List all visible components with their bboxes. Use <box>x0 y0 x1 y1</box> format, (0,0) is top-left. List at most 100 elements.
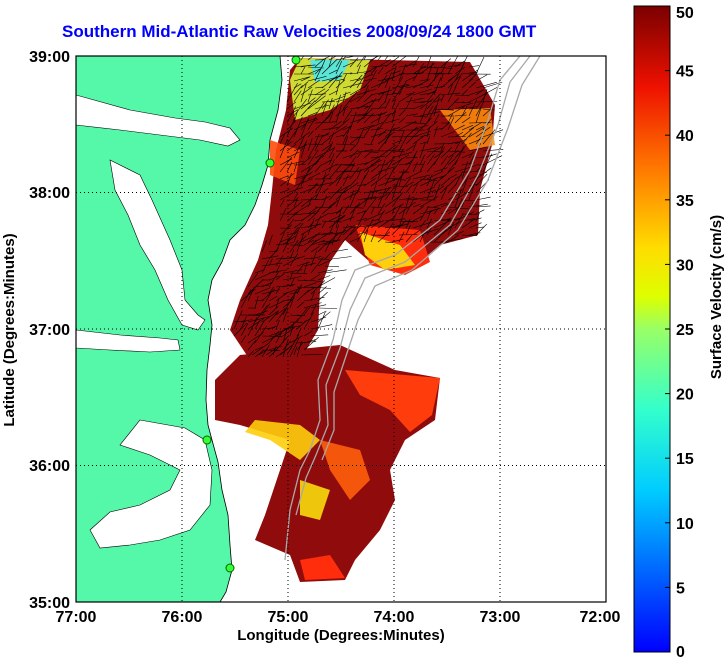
velocity-vector <box>300 117 309 138</box>
velocity-vector <box>314 233 329 243</box>
velocity-vector <box>475 173 488 187</box>
velocity-vector <box>314 86 324 89</box>
velocity-vector <box>300 167 311 187</box>
velocity-vector <box>342 91 358 110</box>
velocity-vector <box>384 186 391 194</box>
velocity-vector <box>356 196 377 201</box>
velocity-vector <box>454 231 464 236</box>
velocity-vector <box>468 222 482 229</box>
velocity-vector <box>328 186 343 201</box>
velocity-vector <box>370 159 382 166</box>
velocity-vector <box>363 80 371 89</box>
velocity-vector <box>321 220 343 223</box>
velocity-vector <box>454 149 463 159</box>
velocity-vector <box>363 105 372 110</box>
velocity-vector <box>282 256 297 260</box>
velocity-vector <box>307 89 313 103</box>
velocity-vector <box>405 200 414 215</box>
velocity-vector <box>461 127 474 138</box>
velocity-vector <box>310 240 326 246</box>
velocity-vector <box>349 178 357 187</box>
velocity-vector <box>321 132 330 138</box>
x-tick-label: 72:00 <box>580 609 621 626</box>
velocity-vector <box>384 56 389 61</box>
velocity-vector <box>296 301 304 309</box>
velocity-vector <box>426 93 441 110</box>
velocity-vector <box>254 310 268 316</box>
velocity-vector <box>391 206 396 215</box>
velocity-vector <box>447 234 460 243</box>
velocity-vector <box>328 159 335 173</box>
velocity-vector <box>447 75 460 89</box>
velocity-vector <box>419 141 428 145</box>
velocity-vector <box>461 116 471 124</box>
velocity-vector <box>247 286 255 302</box>
velocity-vector <box>412 183 418 194</box>
velocity-vector <box>454 145 465 166</box>
velocity-vector <box>240 335 247 344</box>
velocity-vector <box>426 210 431 222</box>
velocity-vector <box>307 68 321 75</box>
velocity-vector <box>440 166 455 180</box>
velocity-vector <box>275 297 280 309</box>
velocity-vector <box>454 174 463 180</box>
velocity-vector <box>440 94 445 103</box>
velocity-vector <box>356 64 361 75</box>
y-tick-label: 35:00 <box>29 595 70 612</box>
velocity-vector <box>447 64 461 68</box>
velocity-vector <box>461 132 472 145</box>
velocity-vector <box>342 174 349 187</box>
velocity-vector <box>447 218 460 222</box>
velocity-vector <box>454 73 463 89</box>
velocity-vector <box>261 349 280 351</box>
velocity-vector <box>321 137 331 145</box>
velocity-vector <box>314 147 335 159</box>
velocity-vector <box>468 151 475 159</box>
velocity-vector <box>303 306 311 316</box>
velocity-vector <box>321 202 336 215</box>
velocity-vector <box>317 269 333 274</box>
velocity-vector <box>426 126 431 138</box>
velocity-vector <box>391 179 399 201</box>
velocity-vector <box>279 133 286 145</box>
velocity-vector <box>384 177 402 180</box>
velocity-vector <box>342 91 351 96</box>
velocity-vector <box>342 226 352 236</box>
velocity-vector <box>426 88 437 103</box>
velocity-vector <box>384 98 391 110</box>
velocity-vector <box>370 128 384 131</box>
velocity-vector <box>426 150 443 153</box>
velocity-vector <box>405 159 413 166</box>
velocity-vector <box>363 122 383 131</box>
velocity-vector <box>363 151 372 159</box>
velocity-vector <box>482 153 492 173</box>
velocity-vector <box>261 262 283 267</box>
velocity-vector <box>300 84 307 103</box>
velocity-vector <box>321 99 329 110</box>
velocity-vector <box>398 231 405 243</box>
velocity-vector <box>289 317 299 330</box>
velocity-vector <box>419 206 429 222</box>
colorbar-tick-label: 30 <box>676 257 694 274</box>
velocity-vector <box>405 113 418 117</box>
velocity-vector <box>433 229 447 243</box>
velocity-vector <box>328 120 342 131</box>
velocity-vector <box>279 199 285 208</box>
velocity-vector <box>405 225 411 236</box>
velocity-vector <box>412 56 420 68</box>
velocity-vector <box>261 289 280 295</box>
velocity-vector <box>261 333 281 344</box>
velocity-vector <box>349 224 362 236</box>
y-axis-label: Latitude (Degrees:Minutes) <box>1 233 18 426</box>
velocity-vector <box>377 210 385 222</box>
velocity-vector <box>447 56 459 75</box>
velocity-vector <box>468 176 479 194</box>
velocity-vector <box>268 258 273 267</box>
velocity-vector <box>300 76 310 82</box>
velocity-vector <box>293 199 298 208</box>
velocity-vector <box>335 207 343 229</box>
velocity-vector <box>300 135 305 145</box>
velocity-vector <box>391 102 400 117</box>
velocity-vector <box>440 155 454 173</box>
velocity-vector <box>314 215 322 229</box>
